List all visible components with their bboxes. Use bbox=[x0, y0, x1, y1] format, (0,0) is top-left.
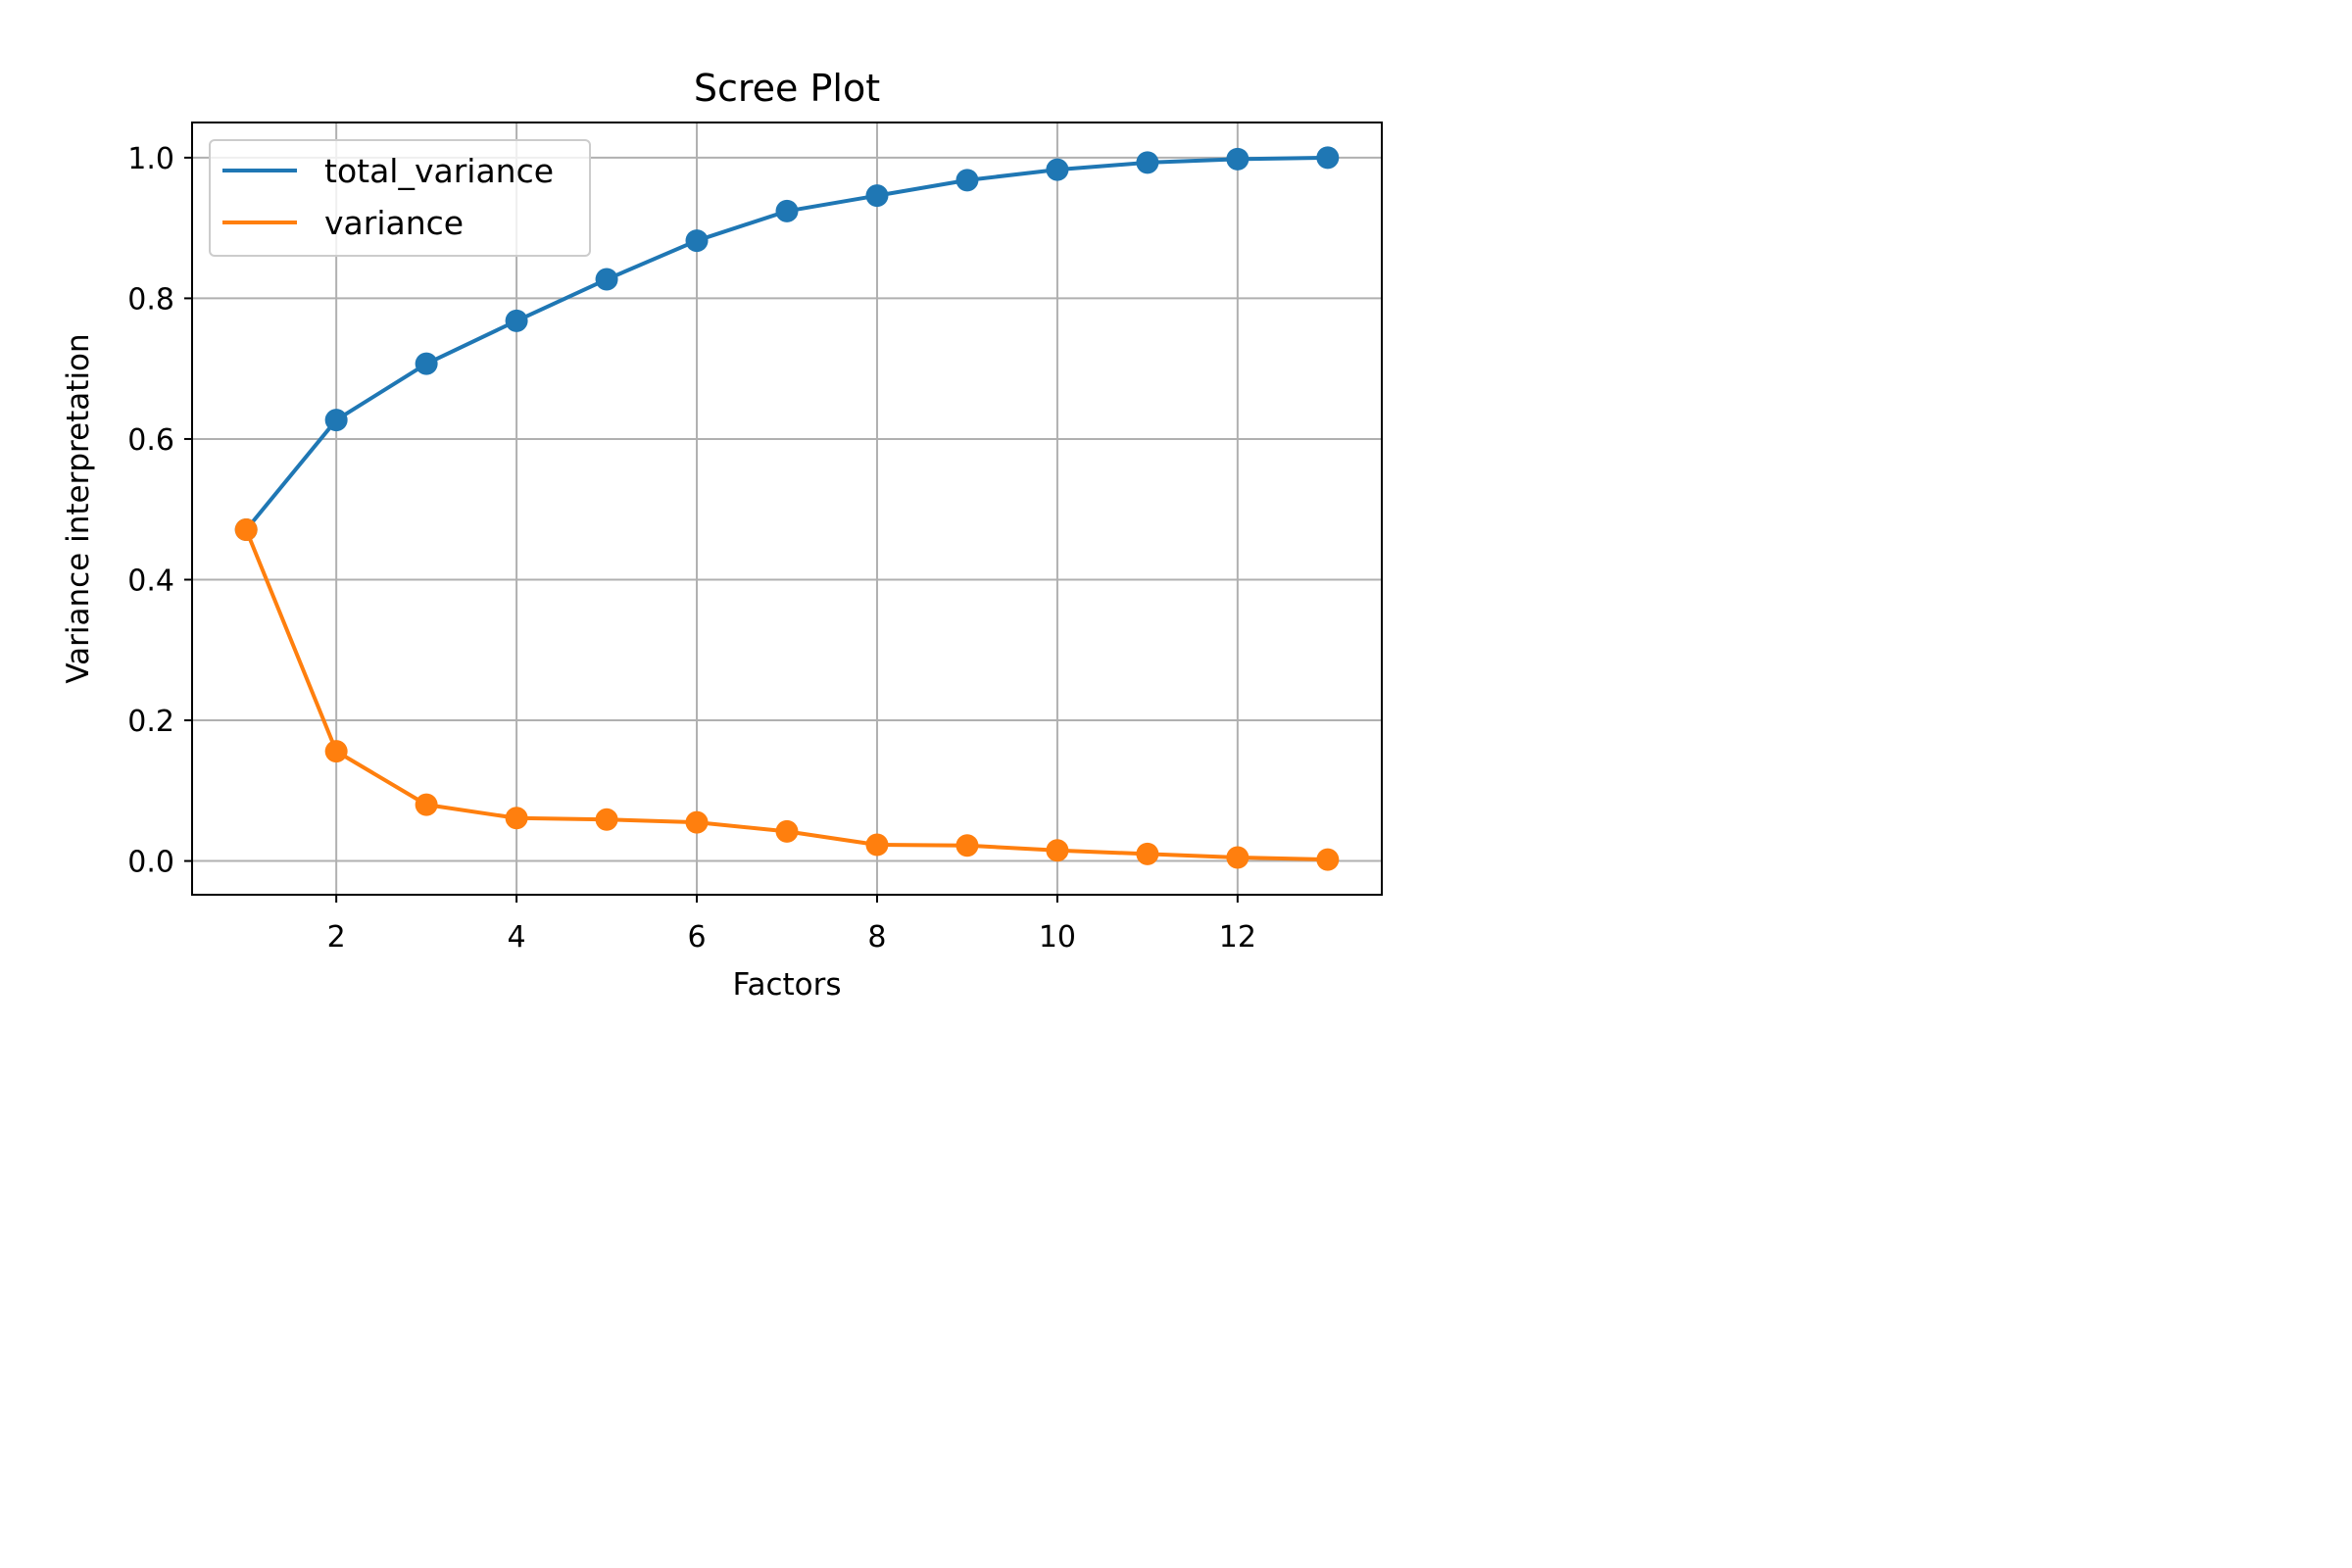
x-tick-label: 10 bbox=[1039, 920, 1076, 955]
data-point-variance bbox=[1136, 842, 1159, 865]
axis-ticks: 2 4 6 8 10 12 0.0 0.2 0.4 0.6 0.8 1.0 bbox=[127, 142, 1256, 955]
x-tick-label: 4 bbox=[508, 920, 526, 955]
data-point-total-variance bbox=[595, 268, 618, 291]
data-point-total-variance bbox=[956, 169, 979, 192]
x-tick-label: 6 bbox=[687, 920, 706, 955]
data-point-total-variance bbox=[415, 352, 438, 375]
data-point-variance bbox=[415, 793, 438, 816]
y-tick-label: 0.4 bbox=[127, 564, 174, 598]
data-point-total-variance bbox=[505, 309, 528, 332]
y-tick-label: 0.6 bbox=[127, 423, 174, 458]
data-point-variance bbox=[234, 518, 258, 542]
data-point-variance bbox=[956, 834, 979, 858]
x-tick-label: 8 bbox=[867, 920, 886, 955]
legend-label-total-variance: total_variance bbox=[324, 152, 554, 190]
x-tick-label: 2 bbox=[327, 920, 346, 955]
y-tick-label: 1.0 bbox=[127, 142, 174, 176]
data-point-total-variance bbox=[1226, 147, 1250, 171]
chart-title: Scree Plot bbox=[694, 67, 880, 110]
x-axis-label: Factors bbox=[732, 967, 841, 1003]
data-point-variance bbox=[775, 819, 799, 843]
x-tick-label: 12 bbox=[1219, 920, 1256, 955]
data-point-variance bbox=[685, 810, 709, 834]
data-point-total-variance bbox=[1136, 151, 1159, 174]
data-point-variance bbox=[505, 807, 528, 830]
data-point-variance bbox=[865, 833, 889, 857]
y-tick-label: 0.0 bbox=[127, 846, 174, 880]
series-lines bbox=[234, 146, 1340, 871]
scree-plot-figure: Scree Plot 2 4 6 8 10 12 0.0 0.2 0.4 0.6 0.8 1.0 Fa… bbox=[0, 0, 1517, 1025]
data-point-variance bbox=[1316, 848, 1340, 871]
data-point-total-variance bbox=[1046, 158, 1069, 181]
legend: total_variance variance bbox=[209, 139, 591, 257]
y-tick-label: 0.8 bbox=[127, 282, 174, 317]
plot-area-frame bbox=[191, 122, 1383, 896]
data-point-total-variance bbox=[1316, 146, 1340, 170]
data-point-total-variance bbox=[685, 229, 709, 253]
data-point-total-variance bbox=[865, 184, 889, 208]
data-point-variance bbox=[1226, 846, 1250, 869]
y-tick-label: 0.2 bbox=[127, 705, 174, 739]
data-point-variance bbox=[595, 808, 618, 831]
data-point-variance bbox=[1046, 839, 1069, 862]
data-point-total-variance bbox=[775, 199, 799, 222]
y-axis-label: Variance interpretation bbox=[61, 333, 96, 683]
legend-label-variance: variance bbox=[324, 204, 464, 242]
data-point-variance bbox=[324, 740, 348, 763]
legend-frame bbox=[209, 139, 591, 257]
data-point-total-variance bbox=[324, 409, 348, 432]
